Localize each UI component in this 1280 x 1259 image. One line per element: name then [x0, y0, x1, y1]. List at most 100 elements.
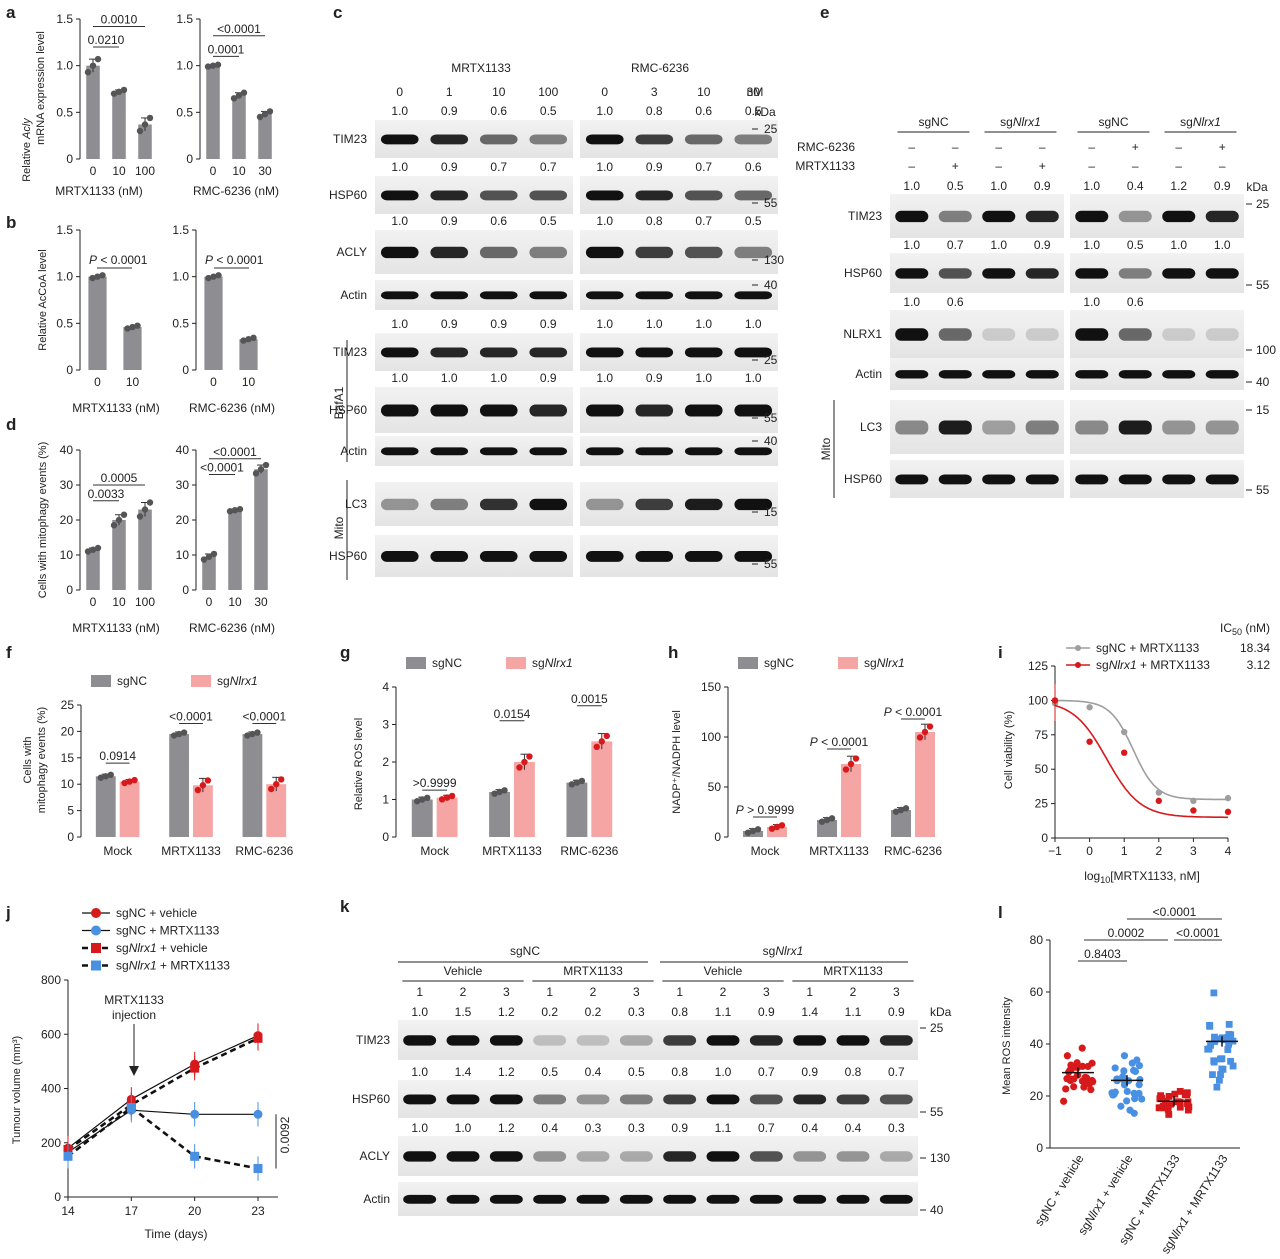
x-tick-label: 0	[210, 375, 217, 389]
quant-value: 0.9	[646, 371, 663, 385]
data-point	[107, 771, 114, 779]
data-point	[443, 794, 451, 801]
data-point	[94, 273, 101, 280]
data-point	[1224, 808, 1232, 816]
quant-value: 1.0	[646, 317, 663, 331]
blot-band	[430, 246, 469, 259]
bar	[95, 776, 116, 837]
panel-label-g: g	[340, 643, 350, 662]
blot-band	[635, 134, 674, 145]
fit-curve	[1055, 699, 1228, 801]
data-point	[1130, 1109, 1138, 1117]
data-point	[1113, 1075, 1121, 1083]
blot-band	[430, 347, 469, 358]
data-point	[89, 274, 96, 282]
data-point	[244, 732, 251, 739]
data-point	[754, 826, 762, 833]
data-point	[194, 786, 202, 794]
data-point	[593, 743, 600, 751]
blot-band	[619, 1094, 653, 1105]
blot-band	[635, 190, 674, 201]
y-tick-label: 0	[186, 152, 193, 166]
panel-b-left-chart: 0 0.5 1.0 1.5 0 10	[56, 223, 142, 389]
data-point	[235, 92, 243, 99]
y-tick-label: 20	[60, 513, 74, 527]
quant-value: 0.8	[845, 1065, 862, 1079]
bar	[266, 784, 287, 837]
x-tick-label: MRTX1133	[809, 844, 869, 858]
quant-value: 0.8	[646, 104, 663, 118]
data-point	[521, 758, 528, 766]
panel-a: Relative Acly mRNA expression level 0 0.5…	[21, 12, 279, 198]
p-value: 0.0005	[101, 471, 138, 485]
y-tick-label: 0	[54, 1190, 61, 1204]
data-point	[778, 822, 786, 829]
data-point	[1162, 1099, 1169, 1107]
quant-value: 1.4	[455, 1065, 472, 1079]
blot-band	[1118, 474, 1152, 485]
data-point	[1123, 1087, 1131, 1096]
y-tick-label: 40	[176, 443, 190, 457]
blot-band	[479, 347, 518, 358]
panel-a-right-chart: 0 0.5 1.0 1.5 0 10 30 <0.0001 0.0001	[176, 12, 274, 178]
quant-value: 0.4	[1127, 179, 1144, 193]
blot-label: Actin	[340, 288, 367, 302]
panel-b-right-xtitle: RMC-6236 (nM)	[189, 401, 275, 415]
blot-band	[635, 246, 674, 259]
blot-label: HSP60	[329, 549, 367, 563]
quant-value: 0.5	[1127, 238, 1144, 252]
blot-band	[684, 550, 723, 562]
data-point	[136, 127, 144, 135]
quant-value: 0.9	[646, 160, 663, 174]
p-value: P > 0.9999	[736, 803, 795, 817]
legend-label-sgnc: sgNC	[117, 674, 147, 688]
panel-b-ylabel: Relative AcCoA level	[37, 249, 49, 351]
data-point	[897, 806, 905, 814]
quant-value: 1.0	[596, 317, 613, 331]
y-tick-label: 20	[176, 513, 190, 527]
blot-band	[734, 550, 773, 562]
blot-band	[938, 210, 972, 223]
x-tick-label: 2	[1155, 844, 1162, 858]
blot-band	[1118, 268, 1152, 279]
series-line	[67, 1109, 258, 1153]
blot-band	[982, 210, 1016, 223]
data-point	[1051, 697, 1059, 704]
data-point	[204, 777, 212, 784]
quant-value: 0.6	[947, 295, 964, 309]
data-point	[190, 1109, 200, 1119]
panel-b-left-xtitle: MRTX1133 (nM)	[72, 401, 160, 415]
data-point	[97, 774, 104, 781]
blot-band	[879, 1094, 913, 1105]
x-tick-label: 0	[90, 595, 97, 609]
data-point	[1138, 1095, 1146, 1103]
data-point	[1080, 1083, 1088, 1091]
treatment-sign: –	[1039, 140, 1046, 154]
quant-value: 0.7	[947, 238, 964, 252]
data-point	[124, 325, 131, 332]
bar	[112, 520, 126, 590]
bar	[436, 797, 458, 837]
blot-band	[533, 1194, 567, 1204]
dose-label: 0	[396, 85, 403, 99]
data-point	[1130, 1089, 1138, 1097]
quant-value: 1.0	[391, 160, 408, 174]
panel-letters: a b c d e f g h i j k l	[5, 3, 1003, 922]
quant-value: 1.4	[801, 1005, 818, 1019]
data-point	[1157, 1104, 1165, 1112]
quant-value: 1.0	[1214, 238, 1231, 252]
blot-band	[793, 1194, 827, 1204]
y-tick-label: 0	[714, 830, 721, 844]
blot-band	[380, 404, 419, 417]
data-point	[226, 508, 234, 515]
panel-b-left-pval: P < 0.0001	[89, 253, 148, 267]
quant-value: 0.9	[671, 1121, 688, 1135]
panel-g-chart: sgNC sgNlrx1 0 1 2 3 4 Mock >0.9999 MRTX1133 0.015…	[382, 656, 618, 858]
quant-value: 1.0	[1170, 238, 1187, 252]
blot-band	[479, 447, 518, 456]
blot-band	[1205, 370, 1239, 379]
y-tick-label: 0	[66, 152, 73, 166]
blot-band	[684, 447, 723, 456]
blot-label: Actin	[363, 1192, 390, 1206]
data-point	[1120, 1052, 1129, 1060]
